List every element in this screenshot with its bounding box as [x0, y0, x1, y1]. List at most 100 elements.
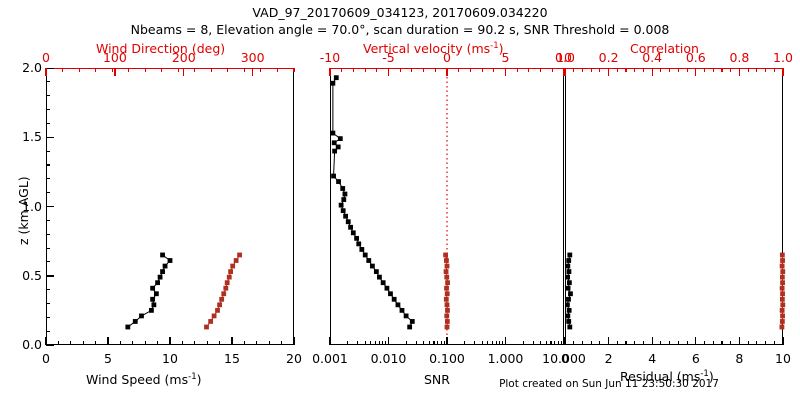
data-point — [407, 324, 413, 330]
data-point — [565, 285, 571, 291]
plot-title: VAD_97_20170609_034123, 20170609.034220 — [252, 5, 548, 20]
data-point — [399, 307, 405, 313]
data-point — [354, 235, 360, 241]
x-minor-tick — [382, 341, 384, 345]
data-point — [780, 291, 785, 297]
data-point — [373, 269, 379, 274]
data-point — [444, 263, 450, 269]
x-major-tick — [651, 337, 653, 345]
x-minor-tick — [557, 341, 559, 345]
x-top-minor-tick — [625, 68, 627, 72]
data-point — [443, 296, 449, 302]
y-major-tick — [46, 344, 54, 346]
data-point — [160, 269, 165, 274]
data-point — [157, 274, 163, 280]
y-major-tick — [46, 136, 54, 139]
x-minor-tick — [357, 341, 359, 345]
data-point — [330, 80, 336, 86]
data-point — [139, 313, 144, 319]
data-point — [208, 319, 214, 324]
data-point — [345, 219, 351, 225]
x-top-minor-tick — [61, 68, 64, 72]
x-tick-label: 0.010 — [370, 351, 407, 366]
data-point — [160, 252, 165, 258]
x-minor-tick — [243, 341, 245, 345]
x-top-tick-label: 0.4 — [642, 50, 663, 65]
data-point — [343, 213, 349, 219]
data-point — [150, 285, 156, 291]
x-minor-tick — [268, 341, 270, 345]
x-minor-tick — [599, 341, 601, 345]
x-top-minor-tick — [563, 68, 565, 72]
x-minor-tick — [256, 341, 258, 345]
x-top-major-tick — [738, 68, 741, 76]
plot-created-footer: Plot created on Sun Jun 11 23:50:30 2017 — [499, 378, 719, 390]
x-minor-tick — [703, 341, 706, 345]
wind-speed-axis-title: Wind Speed (ms-1) — [86, 372, 202, 387]
x-top-minor-tick — [493, 68, 495, 72]
data-point — [221, 291, 227, 297]
x-top-minor-tick — [721, 68, 723, 72]
x-top-major-tick — [695, 68, 697, 76]
x-top-major-tick — [387, 68, 390, 76]
data-point — [409, 319, 415, 324]
x-minor-tick — [347, 341, 349, 345]
data-point — [403, 313, 409, 319]
data-point — [779, 307, 785, 313]
x-major-tick — [169, 337, 171, 345]
x-minor-tick — [616, 341, 618, 345]
x-minor-tick — [491, 341, 494, 345]
x-major-tick — [564, 337, 566, 345]
data-point — [224, 280, 230, 286]
wind-panel-frame — [46, 68, 294, 345]
x-major-tick — [107, 337, 109, 345]
data-point — [566, 319, 572, 324]
wind-speed-axis-title-exp: -1 — [188, 372, 197, 382]
data-point — [226, 274, 232, 280]
x-major-tick — [607, 337, 610, 345]
x-top-minor-tick — [376, 68, 378, 72]
data-point — [566, 280, 572, 286]
y-major-tick — [46, 206, 54, 208]
x-minor-tick — [443, 341, 445, 345]
x-top-minor-tick — [341, 68, 343, 72]
x-top-minor-tick — [469, 68, 471, 72]
data-point — [565, 263, 571, 269]
x-top-minor-tick — [516, 68, 518, 72]
res-title-main: Residual (ms — [620, 369, 701, 385]
x-tick-label: 0 — [42, 351, 50, 366]
data-point — [567, 252, 573, 258]
x-top-minor-tick — [458, 68, 460, 72]
x-minor-tick — [522, 341, 524, 345]
data-point — [223, 285, 229, 291]
data-point — [395, 302, 401, 308]
x-minor-tick — [281, 341, 283, 345]
data-point — [566, 258, 572, 263]
data-point — [233, 258, 239, 263]
data-point — [444, 302, 450, 308]
x-minor-tick — [194, 341, 196, 345]
x-minor-tick — [481, 341, 483, 345]
x-minor-tick — [405, 341, 407, 345]
wind-speed-axis-title-main: Wind Speed (ms — [86, 372, 189, 388]
data-point — [779, 324, 785, 330]
x-major-tick — [563, 337, 565, 345]
data-point — [348, 224, 353, 230]
x-top-minor-tick — [599, 68, 601, 72]
series-residual — [565, 252, 573, 330]
x-minor-tick — [773, 341, 775, 345]
x-top-minor-tick — [581, 68, 583, 72]
x-minor-tick — [581, 341, 583, 345]
y-tick-label: 1.0 — [22, 198, 42, 214]
x-minor-tick — [590, 341, 592, 345]
series-snr — [330, 75, 415, 330]
y-minor-tick — [46, 150, 50, 152]
x-top-tick-label: 0.0 — [555, 50, 575, 65]
data-point — [444, 274, 450, 280]
x-minor-tick — [540, 341, 542, 345]
data-point — [565, 274, 571, 280]
x-top-minor-tick — [747, 68, 749, 72]
x-top-minor-tick — [364, 68, 366, 72]
x-top-minor-tick — [352, 68, 354, 72]
x-minor-tick — [433, 341, 435, 345]
